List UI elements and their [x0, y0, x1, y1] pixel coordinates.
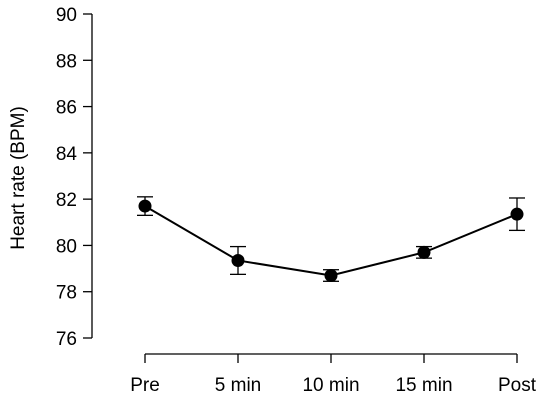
data-point — [510, 207, 524, 221]
data-point — [138, 199, 152, 213]
series — [137, 196, 525, 283]
x-tick-label: 10 min — [302, 375, 359, 396]
y-tick-label: 88 — [56, 51, 77, 72]
x-tick-label: Post — [498, 375, 537, 396]
data-point — [417, 245, 431, 259]
y-tick-label: 84 — [56, 144, 78, 165]
y-tick-label: 78 — [56, 283, 77, 304]
y-axis: 76 78 80 82 84 86 88 90 — [56, 5, 93, 350]
x-tick-label: 15 min — [395, 375, 452, 396]
x-tick-label: 5 min — [215, 375, 261, 396]
data-point — [231, 253, 245, 267]
y-tick-label: 80 — [56, 236, 77, 257]
x-tick-label: Pre — [130, 375, 160, 396]
series-line — [144, 205, 518, 277]
y-tick-label: 76 — [56, 329, 77, 350]
x-axis: Pre 5 min 10 min 15 min Post — [130, 353, 537, 396]
y-tick-label: 86 — [56, 98, 77, 119]
y-axis-title: Heart rate (BPM) — [8, 106, 29, 250]
y-tick-label: 90 — [56, 5, 77, 26]
y-tick-label: 82 — [56, 190, 77, 211]
data-point — [324, 269, 338, 283]
